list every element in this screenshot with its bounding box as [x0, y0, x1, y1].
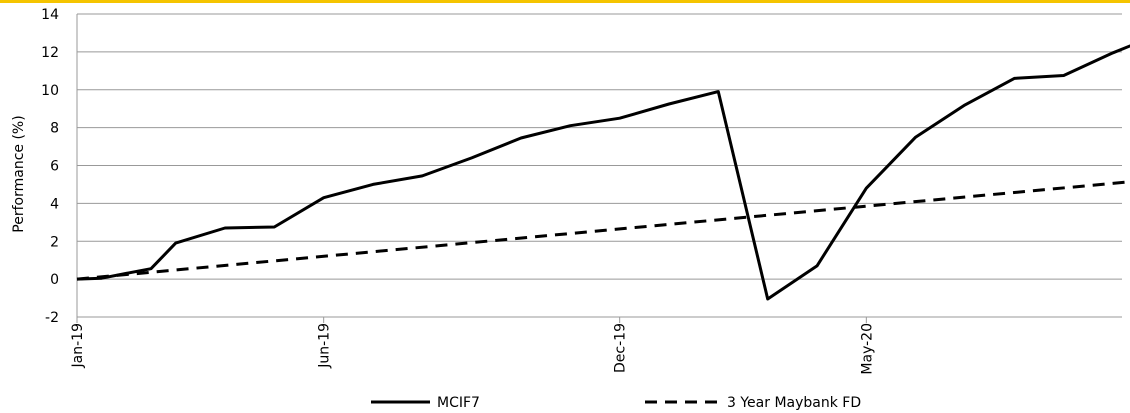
- y-tick-label: 12: [41, 45, 59, 61]
- y-tick-label: 0: [50, 272, 59, 288]
- y-tick-label: 10: [41, 83, 59, 99]
- x-tick-label: Jun-19: [317, 323, 333, 369]
- legend: MCIF7 3 Year Maybank FD: [371, 395, 861, 411]
- legend-label-maybank-fd: 3 Year Maybank FD: [727, 395, 861, 411]
- y-tick-labels: -2 0 2 4 6 8 10 12 14: [41, 7, 59, 326]
- y-tick-label: -2: [45, 310, 59, 326]
- x-tick-label: Dec-19: [613, 323, 629, 373]
- series-line-maybank-fd: [76, 180, 1130, 281]
- y-tick-label: 4: [50, 196, 59, 212]
- series-line-mcif7: [76, 44, 1130, 301]
- top-border: [0, 0, 1130, 3]
- legend-label-mcif7: MCIF7: [437, 395, 480, 411]
- y-tick-label: 14: [41, 7, 59, 23]
- gridlines: [76, 13, 1122, 318]
- series-lines: [76, 44, 1130, 301]
- y-tick-label: 2: [50, 234, 59, 250]
- y-tick-label: 8: [50, 121, 59, 137]
- x-tick-label: Jan-19: [70, 323, 86, 368]
- y-axis-title: Performance (%): [11, 115, 27, 232]
- y-tick-label: 6: [50, 159, 59, 175]
- x-tick-label: May-20: [859, 323, 875, 375]
